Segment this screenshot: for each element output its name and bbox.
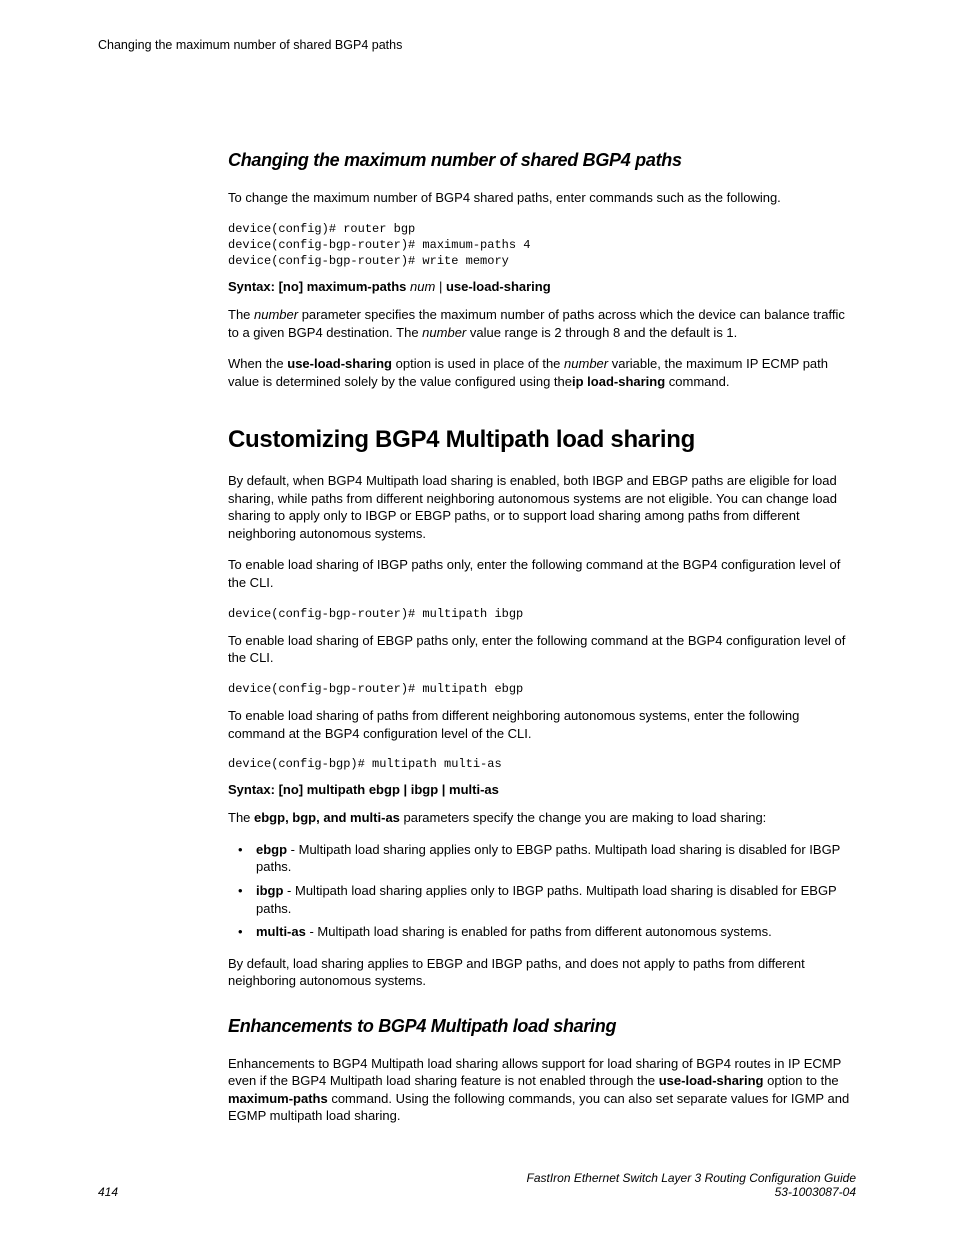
param-name: number bbox=[564, 356, 608, 371]
page-footer: 414 FastIron Ethernet Switch Layer 3 Rou… bbox=[98, 1171, 856, 1199]
page-number: 414 bbox=[98, 1185, 118, 1199]
syntax-line: Syntax: [no] maximum-paths num | use-loa… bbox=[228, 279, 856, 294]
page: Changing the maximum number of shared BG… bbox=[0, 0, 954, 1235]
text: The bbox=[228, 307, 254, 322]
list-item: ebgp - Multipath load sharing applies on… bbox=[228, 841, 856, 876]
footer-doc-id: 53-1003087-04 bbox=[526, 1185, 856, 1199]
text: When the bbox=[228, 356, 287, 371]
footer-doc-info: FastIron Ethernet Switch Layer 3 Routing… bbox=[526, 1171, 856, 1199]
bullet-list: ebgp - Multipath load sharing applies on… bbox=[228, 841, 856, 941]
term: ebgp bbox=[256, 842, 287, 857]
paragraph: Enhancements to BGP4 Multipath load shar… bbox=[228, 1055, 856, 1125]
code-block: device(config-bgp-router)# multipath ibg… bbox=[228, 606, 856, 622]
term: multi-as bbox=[256, 924, 306, 939]
paragraph: By default, load sharing applies to EBGP… bbox=[228, 955, 856, 990]
desc: - Multipath load sharing applies only to… bbox=[256, 883, 837, 916]
paragraph: The number parameter specifies the maxim… bbox=[228, 306, 856, 341]
running-header: Changing the maximum number of shared BG… bbox=[98, 38, 856, 52]
text: option is used in place of the bbox=[392, 356, 564, 371]
keyword: ebgp, bgp, and multi-as bbox=[254, 810, 400, 825]
section-heading-customizing: Customizing BGP4 Multipath load sharing bbox=[228, 426, 856, 454]
term: ibgp bbox=[256, 883, 283, 898]
text: The bbox=[228, 810, 254, 825]
list-item: multi-as - Multipath load sharing is ena… bbox=[228, 923, 856, 941]
syntax-line: Syntax: [no] multipath ebgp | ibgp | mul… bbox=[228, 782, 856, 797]
section-heading-max-paths: Changing the maximum number of shared BG… bbox=[228, 150, 856, 171]
keyword: use-load-sharing bbox=[659, 1073, 764, 1088]
desc: - Multipath load sharing is enabled for … bbox=[306, 924, 772, 939]
paragraph: To enable load sharing of EBGP paths onl… bbox=[228, 632, 856, 667]
code-block: device(config-bgp-router)# multipath ebg… bbox=[228, 681, 856, 697]
paragraph: To enable load sharing of paths from dif… bbox=[228, 707, 856, 742]
syntax-text: | bbox=[435, 279, 446, 294]
desc: - Multipath load sharing applies only to… bbox=[256, 842, 840, 875]
paragraph: To enable load sharing of IBGP paths onl… bbox=[228, 556, 856, 591]
paragraph: To change the maximum number of BGP4 sha… bbox=[228, 189, 856, 207]
text: command. bbox=[665, 374, 729, 389]
section-heading-enhancements: Enhancements to BGP4 Multipath load shar… bbox=[228, 1016, 856, 1037]
footer-doc-title: FastIron Ethernet Switch Layer 3 Routing… bbox=[526, 1171, 856, 1185]
code-block: device(config)# router bgp device(config… bbox=[228, 221, 856, 270]
keyword: maximum-paths bbox=[228, 1091, 328, 1106]
syntax-var: num bbox=[410, 279, 435, 294]
param-name: number bbox=[254, 307, 298, 322]
paragraph: By default, when BGP4 Multipath load sha… bbox=[228, 472, 856, 542]
text: value range is 2 through 8 and the defau… bbox=[466, 325, 737, 340]
paragraph: The ebgp, bgp, and multi-as parameters s… bbox=[228, 809, 856, 827]
keyword: use-load-sharing bbox=[287, 356, 392, 371]
text: parameters specify the change you are ma… bbox=[400, 810, 766, 825]
main-content: Changing the maximum number of shared BG… bbox=[228, 150, 856, 1125]
syntax-keyword: use-load-sharing bbox=[446, 279, 551, 294]
list-item: ibgp - Multipath load sharing applies on… bbox=[228, 882, 856, 917]
code-block: device(config-bgp)# multipath multi-as bbox=[228, 756, 856, 772]
text: option to the bbox=[763, 1073, 838, 1088]
paragraph: When the use-load-sharing option is used… bbox=[228, 355, 856, 390]
keyword: ip load-sharing bbox=[572, 374, 665, 389]
syntax-text: Syntax: [no] maximum-paths bbox=[228, 279, 410, 294]
param-name: number bbox=[422, 325, 466, 340]
